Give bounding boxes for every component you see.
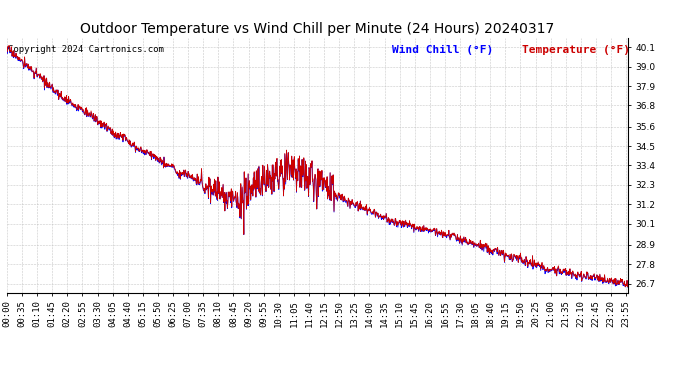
Title: Outdoor Temperature vs Wind Chill per Minute (24 Hours) 20240317: Outdoor Temperature vs Wind Chill per Mi…	[80, 22, 555, 36]
Text: Wind Chill (°F): Wind Chill (°F)	[392, 45, 493, 55]
Text: Copyright 2024 Cartronics.com: Copyright 2024 Cartronics.com	[8, 45, 164, 54]
Text: Temperature (°F): Temperature (°F)	[522, 45, 631, 55]
